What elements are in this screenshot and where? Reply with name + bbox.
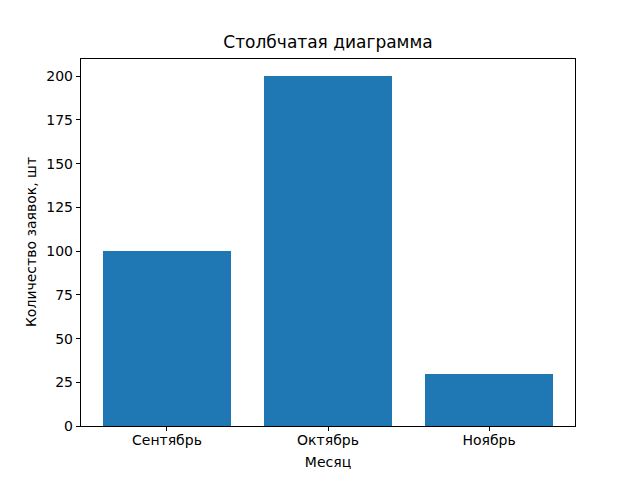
- y-tick-mark: [76, 294, 80, 295]
- bar-0: [103, 251, 232, 426]
- y-tick-label: 75: [0, 287, 73, 303]
- y-tick-label: 50: [0, 331, 73, 347]
- y-tick-label: 150: [0, 156, 73, 172]
- y-tick-mark: [76, 207, 80, 208]
- y-tick-label: 200: [0, 68, 73, 84]
- bar-2: [425, 374, 554, 427]
- x-tick-label: Ноябрь: [409, 432, 569, 448]
- x-tick-mark: [489, 427, 490, 431]
- plot-area: [80, 58, 576, 428]
- y-tick-mark: [76, 382, 80, 383]
- x-tick-label: Октябрь: [248, 432, 408, 448]
- y-tick-mark: [76, 163, 80, 164]
- y-tick-mark: [76, 119, 80, 120]
- x-tick-mark: [166, 427, 167, 431]
- y-tick-label: 25: [0, 374, 73, 390]
- bar-chart-figure: Столбчатая диаграмма Количество заявок, …: [0, 0, 640, 480]
- bar-1: [264, 76, 393, 426]
- y-tick-label: 100: [0, 243, 73, 259]
- x-axis-label: Месяц: [305, 454, 351, 470]
- chart-title: Столбчатая диаграмма: [223, 32, 432, 52]
- y-tick-label: 125: [0, 199, 73, 215]
- x-tick-label: Сентябрь: [87, 432, 247, 448]
- y-tick-mark: [76, 76, 80, 77]
- y-tick-label: 0: [0, 418, 73, 434]
- y-tick-mark: [76, 251, 80, 252]
- y-tick-mark: [76, 338, 80, 339]
- y-tick-mark: [76, 426, 80, 427]
- y-tick-label: 175: [0, 112, 73, 128]
- x-tick-mark: [328, 427, 329, 431]
